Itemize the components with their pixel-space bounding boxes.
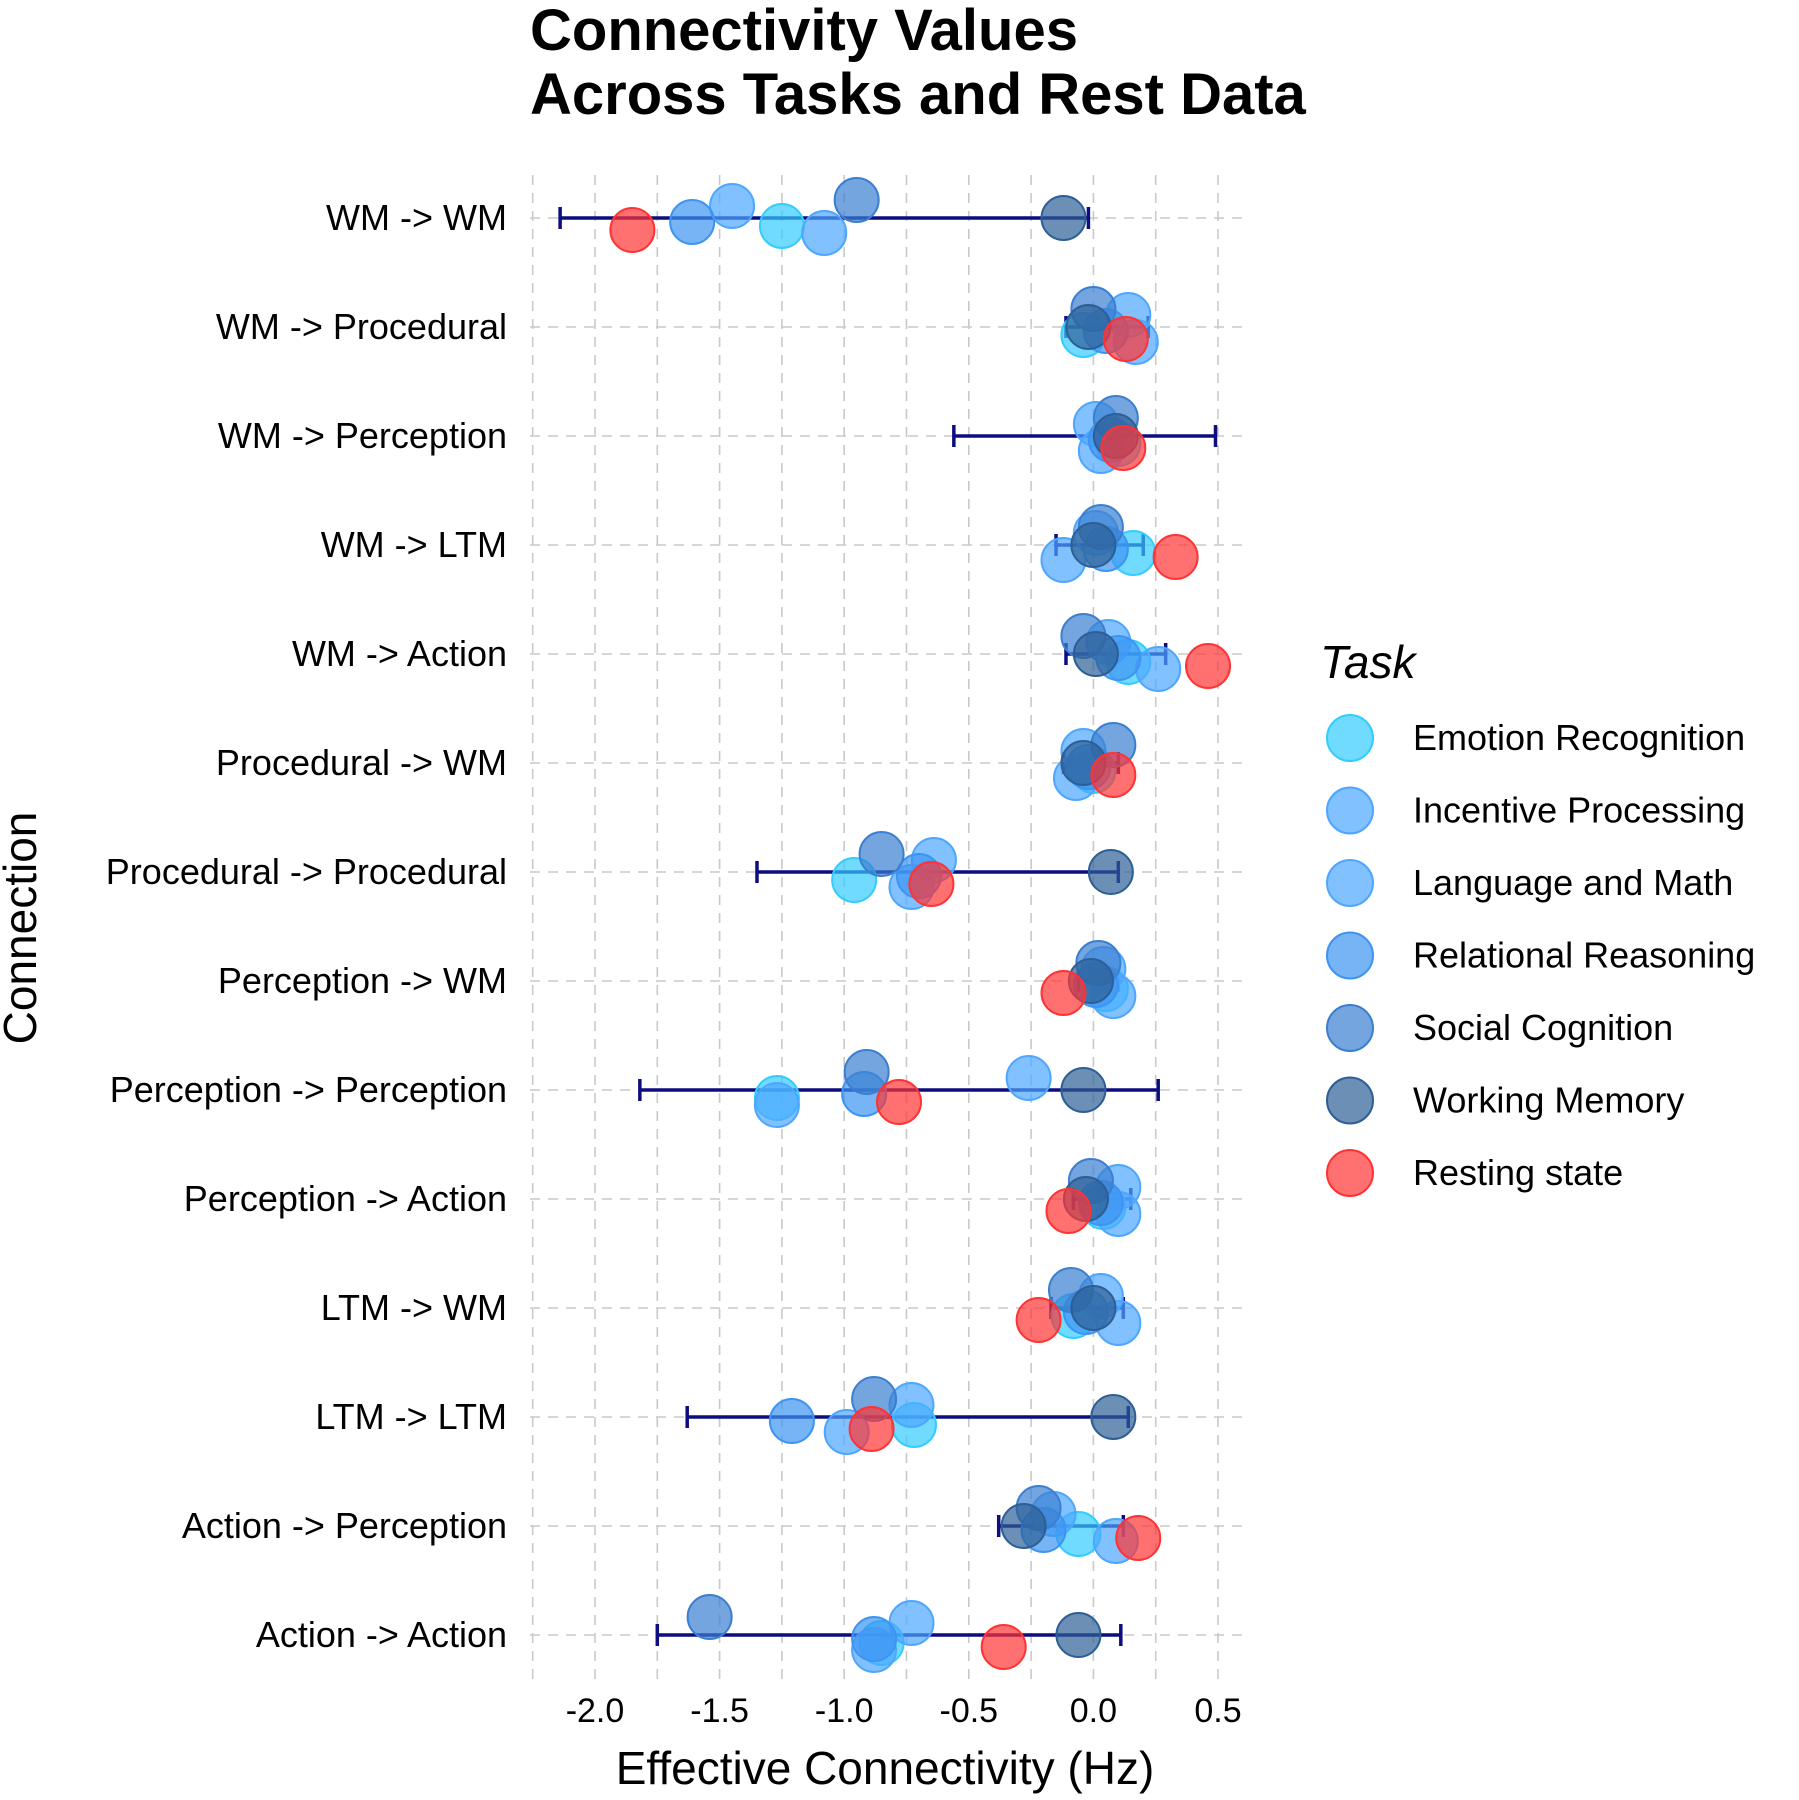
- y-tick-label: WM -> Action: [292, 633, 507, 674]
- data-point: [686, 1594, 733, 1640]
- y-tick-label: LTM -> LTM: [315, 1396, 507, 1437]
- legend-items: Emotion Recognition Incentive Processing L…: [1326, 714, 1755, 1197]
- chart-title-line-1: Connectivity Values: [530, 0, 1078, 63]
- legend-label: Language and Math: [1413, 862, 1733, 903]
- data-point: [609, 207, 656, 253]
- data-point: [833, 177, 880, 223]
- y-tick-label: Action -> Action: [256, 1614, 507, 1655]
- data-point: [1100, 425, 1147, 471]
- x-axis-title: Effective Connectivity (Hz): [616, 1742, 1155, 1794]
- y-tick-label: Perception -> Perception: [110, 1069, 507, 1110]
- data-point: [1070, 1285, 1117, 1331]
- data-point: [876, 1079, 923, 1125]
- y-tick-label: LTM -> WM: [321, 1287, 507, 1328]
- legend-swatch: [1326, 1149, 1374, 1197]
- data-point: [980, 1624, 1027, 1670]
- y-tick-label: Procedural -> WM: [216, 742, 507, 783]
- chart-title-line-2: Across Tasks and Rest Data: [530, 62, 1307, 127]
- data-point: [801, 210, 848, 256]
- data-point: [1055, 1612, 1102, 1658]
- legend-label: Resting state: [1413, 1152, 1623, 1193]
- data-point: [1005, 1055, 1052, 1101]
- data-point: [1040, 970, 1087, 1016]
- legend-swatch: [1326, 714, 1374, 762]
- data-point: [753, 1082, 800, 1128]
- data-point: [709, 183, 756, 229]
- data-point: [1115, 1515, 1162, 1561]
- y-tick-label: WM -> Procedural: [216, 306, 507, 347]
- y-tick-label: Perception -> Action: [184, 1178, 507, 1219]
- legend-title: Task: [1320, 636, 1417, 688]
- x-tick-label: -0.5: [940, 1692, 999, 1730]
- data-point: [858, 831, 905, 877]
- data-point: [768, 1398, 815, 1444]
- legend-label: Emotion Recognition: [1413, 717, 1745, 758]
- data-point: [1072, 631, 1119, 677]
- y-tick-label: Action -> Perception: [182, 1505, 507, 1546]
- grid-layer: [530, 175, 1248, 1680]
- data-point: [851, 1616, 898, 1662]
- x-tick-label: 0.5: [1194, 1692, 1241, 1730]
- x-tick-label: 0.0: [1070, 1692, 1117, 1730]
- legend: Task Emotion Recognition Incentive Proces…: [1320, 636, 1755, 1197]
- x-tick-label: -1.5: [690, 1692, 749, 1730]
- data-point: [1045, 1188, 1092, 1234]
- x-tick-label: -1.0: [815, 1692, 874, 1730]
- data-point: [843, 1049, 890, 1095]
- data-point: [1000, 1503, 1047, 1549]
- data-point: [1087, 849, 1134, 895]
- data-point: [1135, 646, 1182, 692]
- data-point: [848, 1406, 895, 1452]
- data-point: [1040, 195, 1087, 241]
- y-tick-label: WM -> Perception: [218, 415, 507, 456]
- data-points: [609, 177, 1232, 1673]
- legend-label: Relational Reasoning: [1413, 935, 1755, 976]
- data-point: [1090, 752, 1137, 798]
- legend-swatch: [1326, 1004, 1374, 1052]
- data-point: [669, 199, 716, 245]
- legend-swatch: [1326, 931, 1374, 980]
- chart-title: Connectivity Values Across Tasks and Res…: [530, 0, 1307, 127]
- y-axis-labels: WM -> WM WM -> Procedural WM -> Perception…: [106, 197, 507, 1655]
- data-point: [908, 861, 955, 907]
- y-axis-title: Connection: [0, 812, 46, 1045]
- data-point: [1060, 1067, 1107, 1113]
- y-tick-label: WM -> WM: [326, 197, 507, 238]
- data-point: [1102, 316, 1149, 362]
- data-point: [1185, 643, 1232, 689]
- legend-label: Incentive Processing: [1413, 790, 1745, 831]
- data-point: [758, 203, 805, 249]
- x-tick-label: -2.0: [566, 1692, 625, 1730]
- data-point: [1090, 1394, 1137, 1440]
- legend-swatch: [1326, 859, 1374, 907]
- data-point: [1152, 534, 1199, 580]
- legend-swatch: [1326, 1076, 1374, 1125]
- y-tick-label: Procedural -> Procedural: [106, 851, 507, 892]
- data-point: [1015, 1297, 1062, 1343]
- x-axis-ticks: -2.0 -1.5 -1.0 -0.5 0.0 0.5: [566, 1692, 1242, 1730]
- legend-swatch: [1326, 786, 1374, 835]
- data-point: [1070, 522, 1117, 568]
- y-tick-label: Perception -> WM: [218, 960, 507, 1001]
- legend-label: Working Memory: [1413, 1080, 1684, 1121]
- y-tick-label: WM -> LTM: [321, 524, 507, 565]
- legend-label: Social Cognition: [1413, 1007, 1673, 1048]
